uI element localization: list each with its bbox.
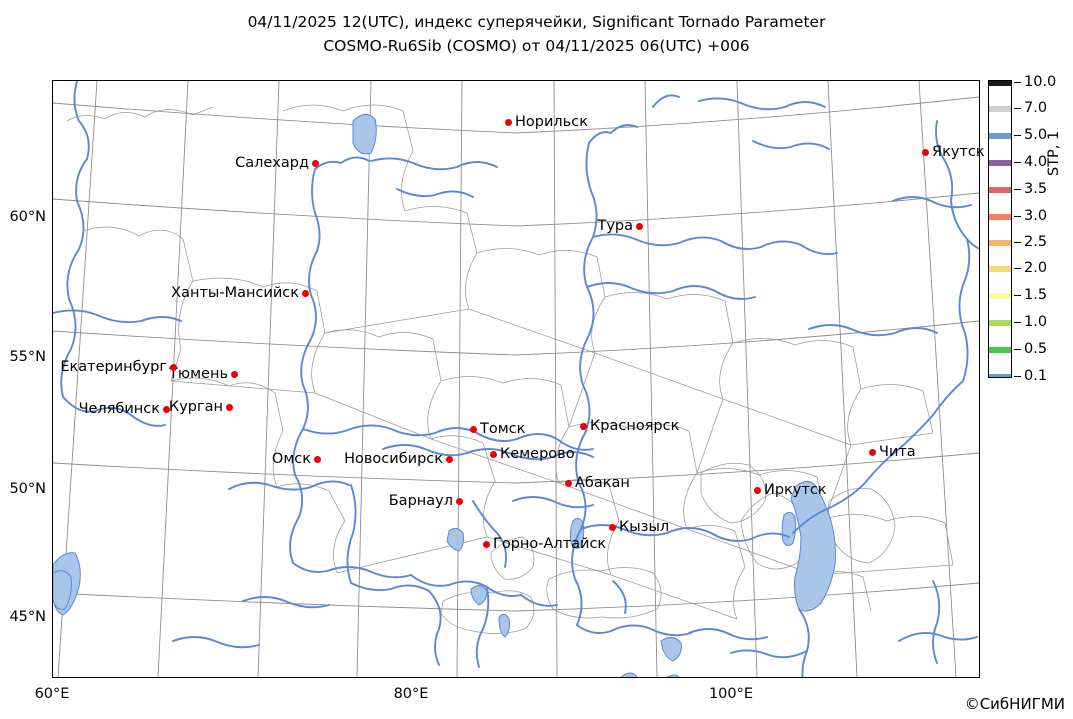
colorbar-tick-mark [1014,82,1021,83]
colorbar-tick-label: 3.5 [1024,181,1048,197]
lon-tick-label-1: 80°E [393,686,429,702]
colorbar-tick-label: 2.5 [1024,234,1048,250]
city-label: Абакан [575,475,630,491]
colorbar-band [989,266,1011,272]
colorbar-band [989,347,1011,353]
rivers [53,81,979,677]
city-marker-dot[interactable] [455,497,463,505]
lon-tick-label-2: 100°E [708,686,754,702]
city-label: Норильск [515,114,588,130]
lat-tick-label-0: 60°N [9,209,46,225]
city-marker-dot[interactable] [230,370,238,378]
colorbar-tick-label: 2.0 [1024,260,1048,276]
colorbar-tick-mark [1014,295,1021,296]
colorbar-tick-label: 4.0 [1024,154,1048,170]
city-label: Салехард [235,155,309,171]
colorbar-band [989,293,1011,299]
title-line-1: 04/11/2025 12(UTC), индекс суперячейки, … [247,13,826,31]
city-label: Тура [597,218,633,234]
city-label: Екатеринбург [60,359,167,375]
colorbar-axis-label: STP, 1 [1046,130,1062,176]
city-label: Горно-Алтайск [493,536,607,552]
city-marker-dot[interactable] [162,405,170,413]
colorbar-tick-mark [1014,242,1021,243]
colorbar-band [989,160,1011,166]
city-marker-dot[interactable] [313,455,321,463]
city-label: Новосибирск [344,451,443,467]
colorbar-tick-label: 0.5 [1024,341,1048,357]
city-marker-dot[interactable] [469,425,477,433]
city-label: Томск [480,421,526,437]
city-marker-dot[interactable] [504,118,512,126]
city-label: Курган [168,399,223,415]
city-marker-dot[interactable] [635,222,643,230]
city-label: Чита [879,444,916,460]
graticule-lines [53,81,979,677]
city-label: Иркутск [764,482,827,498]
colorbar-band [989,214,1011,220]
colorbar-tick-mark [1014,349,1021,350]
city-label: Якутск [932,144,985,160]
map-geography [53,81,979,677]
city-label: Челябинск [78,401,160,417]
city-label: Тюмень [169,366,228,382]
colorbar-container[interactable] [988,80,1014,378]
colorbar-band [989,240,1011,246]
chart-title: 04/11/2025 12(UTC), индекс суперячейки, … [0,10,1073,58]
city-label: Ханты-Мансийск [171,285,299,301]
lakes-and-reservoirs [53,114,836,677]
colorbar-tick-mark [1014,216,1021,217]
copyright-label: ©СибНИГМИ [964,695,1065,713]
city-label: Кемерово [500,446,575,462]
city-marker-dot[interactable] [564,479,572,487]
city-marker-dot[interactable] [753,486,761,494]
colorbar-tick-label: 7.0 [1024,100,1048,116]
colorbar-tick-label: 1.0 [1024,314,1048,330]
lat-tick-label-1: 55°N [9,349,46,365]
lon-tick-label-0: 60°E [34,686,70,702]
city-marker-dot[interactable] [868,448,876,456]
lat-tick-label-3: 45°N [9,609,46,625]
city-label: Кызыл [619,519,670,535]
colorbar-band [989,187,1011,193]
colorbar-tick-mark [1014,322,1021,323]
colorbar-band [989,133,1011,139]
colorbar-tick-mark [1014,268,1021,269]
city-marker-dot[interactable] [445,455,453,463]
colorbar-tick-label: 10.0 [1024,74,1057,90]
colorbar-band [989,106,1011,112]
colorbar-tick-label: 1.5 [1024,287,1048,303]
colorbar-band [989,320,1011,326]
city-marker-dot[interactable] [608,523,616,531]
colorbar-tick-mark [1014,189,1021,190]
colorbar-gradient [988,80,1012,378]
city-marker-dot[interactable] [579,422,587,430]
city-marker-dot[interactable] [169,363,177,371]
map-canvas[interactable] [52,80,980,678]
city-marker-dot[interactable] [921,148,929,156]
title-line-2: COSMO-Ru6Sib (COSMO) от 04/11/2025 06(UT… [323,37,750,55]
city-marker-dot[interactable] [225,403,233,411]
colorbar-tick-mark [1014,108,1021,109]
city-marker-dot[interactable] [311,159,319,167]
lat-tick-label-2: 50°N [9,481,46,497]
colorbar-tick-mark [1014,162,1021,163]
colorbar-tick-mark [1014,135,1021,136]
colorbar-tick-mark [1014,376,1021,377]
colorbar-band [989,81,1011,86]
region-borders [66,104,954,634]
colorbar-tick-label: 5.0 [1024,127,1048,143]
city-label: Барнаул [388,493,453,509]
city-marker-dot[interactable] [489,450,497,458]
colorbar-tick-label: 0.1 [1024,368,1048,384]
city-marker-dot[interactable] [482,540,490,548]
colorbar-tick-label: 3.0 [1024,208,1048,224]
city-label: Красноярск [590,418,680,434]
city-label: Омск [271,451,311,467]
city-marker-dot[interactable] [301,289,309,297]
colorbar-band [989,374,1011,377]
